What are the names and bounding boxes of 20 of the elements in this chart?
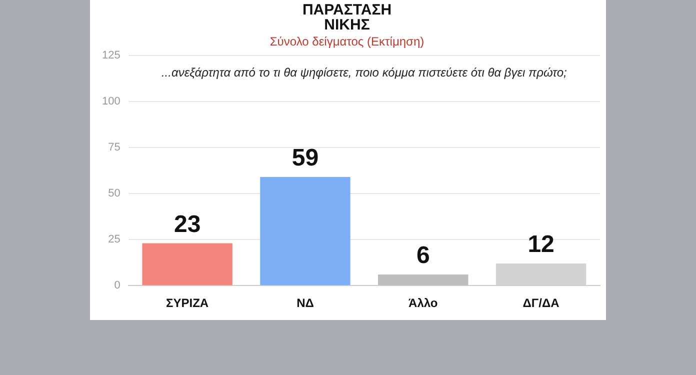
y-tick-label: 50 <box>108 188 120 200</box>
x-tick-label: Άλλο <box>408 296 438 310</box>
data-label: 12 <box>528 231 554 258</box>
x-tick-label: ΔΓ/ΔΑ <box>522 296 560 310</box>
y-tick-label: 0 <box>114 280 120 292</box>
chart-title: ΠΑΡΑΣΤΑΣΗ ΝΙΚΗΣ <box>302 2 392 34</box>
x-tick-label: ΝΔ <box>296 296 314 310</box>
y-tick-label: 75 <box>108 142 120 154</box>
x-tick-label: ΣΥΡΙΖΑ <box>166 296 209 310</box>
chart-subtitle: Σύνολο δείγματος (Εκτίμηση) <box>270 34 424 49</box>
bar <box>378 274 468 286</box>
y-tick-label: 125 <box>102 49 120 62</box>
y-tick-label: 100 <box>102 95 120 108</box>
bar <box>260 176 350 286</box>
data-label: 6 <box>416 242 430 270</box>
annotation: ...ανεξάρτητα από το τι θα ψηφίσετε, ποιο κόμμα πιστεύετε ότι θα βγει πρώτο; <box>161 66 567 80</box>
bar <box>142 243 232 286</box>
data-label: 23 <box>174 210 201 238</box>
data-label: 59 <box>292 144 319 172</box>
y-tick-label: 25 <box>108 234 120 246</box>
